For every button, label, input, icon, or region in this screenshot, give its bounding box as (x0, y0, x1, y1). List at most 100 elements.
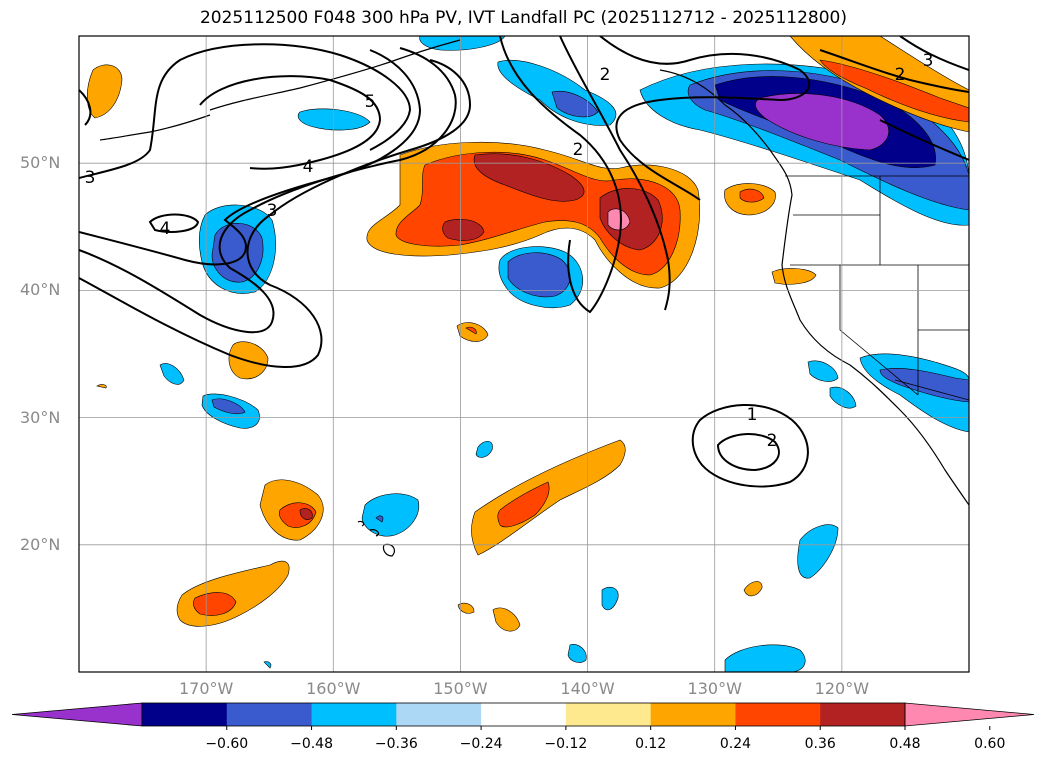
pv-contour-label: 3 (923, 51, 934, 71)
ivt-anomaly-fill (86, 36, 969, 672)
lon-tick-label: 140°W (560, 679, 615, 698)
colorbar-segment (311, 703, 397, 726)
negative-anomaly-region (807, 360, 839, 382)
negative-anomaly-region (297, 108, 371, 131)
lon-tick-label: 120°W (814, 679, 870, 698)
positive-anomaly-region (465, 326, 477, 335)
pv-contour (79, 89, 92, 126)
positive-anomaly-region (497, 481, 550, 528)
pv-contour (819, 49, 969, 93)
positive-anomaly-region (299, 508, 313, 520)
pv-contour (79, 49, 422, 266)
negative-anomaly-region (361, 493, 420, 537)
pv-contour (899, 36, 969, 71)
positive-anomaly-region (193, 592, 237, 616)
pv-contour-label: 3 (85, 168, 96, 188)
map-title: 2025112500 F048 300 hPa PV, IVT Landfall… (199, 8, 847, 28)
lat-tick-label: 40°N (20, 280, 61, 300)
positive-anomaly-region (771, 268, 817, 285)
negative-anomaly-region (567, 644, 587, 663)
colorbar-segment (396, 703, 482, 726)
colorbar-segment (735, 703, 821, 726)
colorbar-segment (650, 703, 736, 726)
negative-anomaly-region (601, 586, 619, 611)
negative-anomaly-region (475, 441, 493, 458)
positive-anomaly-region (743, 581, 763, 597)
negative-anomaly-region (724, 644, 806, 672)
colorbar-tick-label: −0.24 (459, 736, 503, 752)
coastlines (99, 39, 969, 557)
lon-tick-label: 130°W (687, 679, 742, 698)
negative-anomaly-region (755, 93, 889, 151)
colorbar-tick-label: −0.36 (374, 736, 418, 752)
pv-contours (79, 36, 969, 488)
negative-anomaly-region (211, 398, 246, 415)
colorbar-segment (565, 703, 652, 726)
pv-contour (599, 36, 811, 201)
colorbar-segment (820, 703, 906, 726)
pv-contour-label: 2 (895, 65, 906, 85)
negative-anomaly-region (829, 386, 857, 409)
pv-contour (79, 43, 412, 179)
north-america-coast (659, 69, 969, 506)
pv-contour (499, 36, 622, 314)
colorbar-extend-low (11, 702, 143, 727)
aleutian-islands (99, 114, 211, 141)
colorbar-segment (226, 703, 313, 726)
colorbar-tick-label: 0.48 (889, 736, 921, 752)
pv-contour-labels: 1 2 2 2 2 3 3 3 4 4 5 (85, 51, 934, 451)
nv-border (839, 265, 919, 396)
pv-contour-label: 1 (747, 405, 758, 425)
mexico-border (894, 379, 969, 401)
colorbar (11, 702, 1035, 730)
lat-tick-label: 30°N (20, 407, 61, 427)
positive-anomaly-region (492, 607, 521, 632)
map-frame (78, 35, 970, 673)
pv-contour (716, 433, 780, 472)
pv-contour-label: 2 (767, 431, 778, 451)
colorbar-tick-label: 0.36 (804, 736, 836, 752)
positive-anomaly-region (86, 64, 123, 119)
positive-anomaly-region (471, 439, 626, 556)
positive-anomaly-region (96, 384, 107, 389)
lon-tick-label: 160°W (306, 679, 361, 698)
colorbar-tick-label: −0.12 (544, 736, 588, 752)
pv-contour (199, 75, 382, 170)
positive-anomaly-region (473, 153, 585, 202)
pv-contour-label: 3 (267, 201, 278, 221)
pv-contour (79, 47, 457, 334)
positive-anomaly-region (442, 219, 485, 241)
pv-contour-label: 2 (573, 140, 584, 160)
gridlines (79, 36, 969, 672)
pv-contour-label: 4 (303, 157, 314, 177)
colorbar-segment (142, 703, 228, 726)
pv-contour (148, 213, 200, 233)
negative-anomaly-region (263, 661, 272, 669)
colorbar-frame (141, 702, 906, 727)
negative-anomaly-region (419, 36, 506, 51)
alaska-coast (209, 39, 461, 111)
positive-anomaly-region (176, 560, 290, 627)
pv-contour (691, 403, 809, 488)
pv-contour-label: 2 (600, 65, 611, 85)
lon-tick-label: 170°W (178, 679, 234, 698)
positive-anomaly-region (395, 151, 681, 276)
lat-tick-label: 20°N (20, 534, 61, 554)
colorbar-tick-label: 0.24 (719, 736, 752, 752)
lon-tick-label: 150°W (433, 679, 488, 698)
negative-anomaly-region (797, 524, 839, 579)
positive-anomaly-region (819, 59, 969, 123)
colorbar-extend-high (904, 702, 1035, 727)
positive-anomaly-region (457, 602, 475, 614)
positive-anomaly-region (739, 188, 765, 203)
lat-tick-label: 50°N (20, 153, 61, 173)
pv-contour (879, 119, 969, 161)
pv-contour-label: 5 (365, 92, 376, 112)
colorbar-segment (481, 703, 567, 726)
colorbar-tick-label: 0.60 (974, 736, 1006, 752)
colorbar-tick-label: 0.12 (635, 736, 667, 752)
pv-contour-label: 4 (160, 219, 171, 239)
pv-contour (559, 36, 671, 311)
pv-contour (79, 59, 472, 368)
